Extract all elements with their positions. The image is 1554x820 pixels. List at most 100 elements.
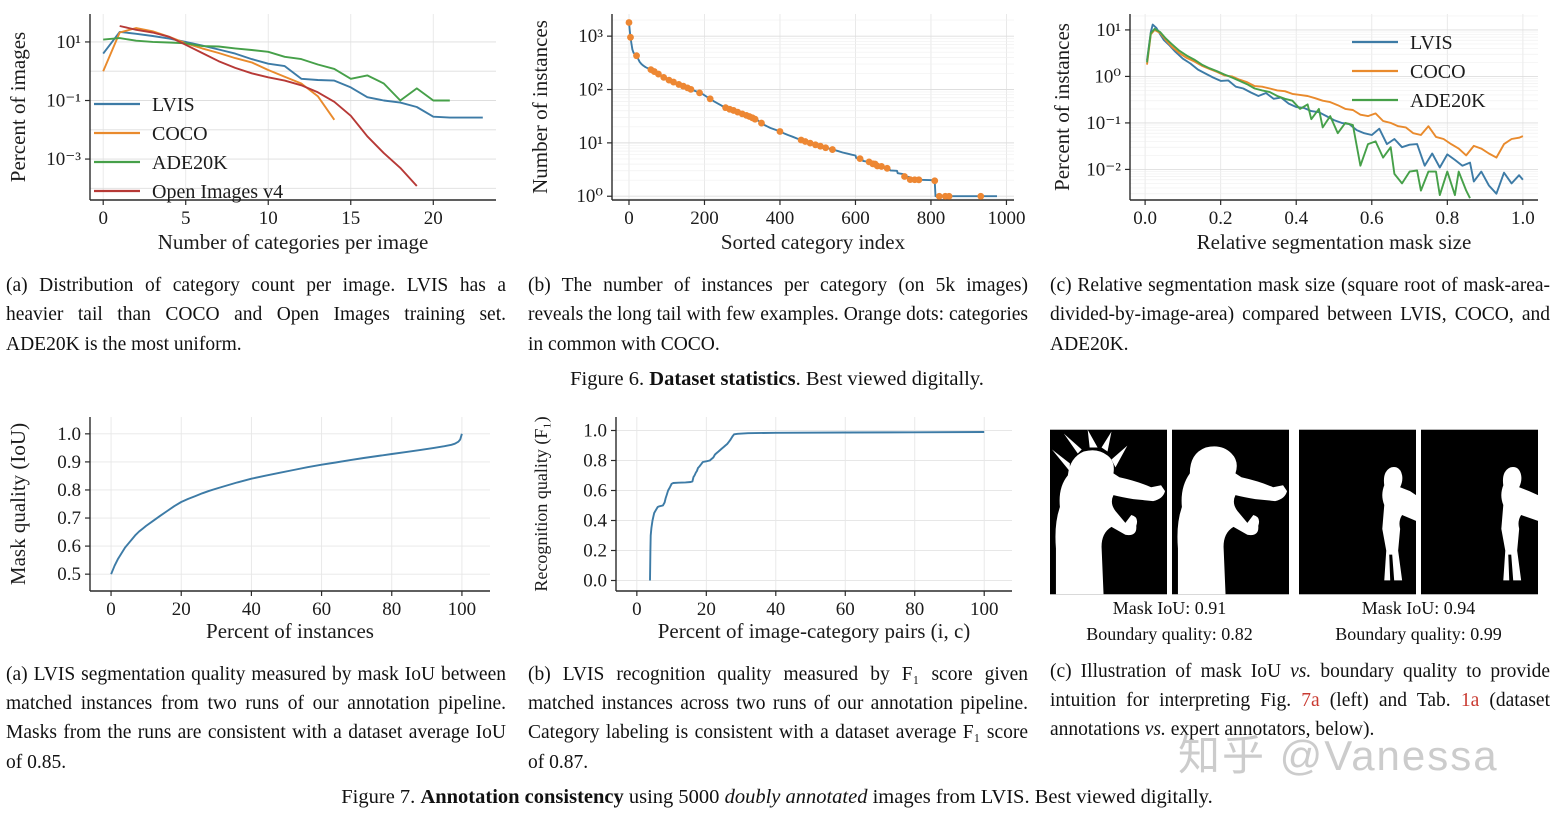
figure6-row: 0 5 10 15 20 10¹ 10⁻¹ 10⁻³ Number of categories … <box>0 0 1554 359</box>
figure7-panel-a: 0 20 40 60 80 100 0.5 0.6 0.7 0.8 0.9 1.0 Percent of… <box>6 405 506 777</box>
svg-text:10: 10 <box>259 208 278 229</box>
svg-text:5: 5 <box>181 208 191 229</box>
svg-text:100: 100 <box>448 599 477 620</box>
svg-text:1.0: 1.0 <box>57 424 81 445</box>
figure7-panel-b: 0 20 40 60 80 100 0.0 0.2 0.4 0.6 0.8 1.0 Percent of… <box>528 405 1028 777</box>
fig6c-line-chart: 0.0 0.2 0.4 0.6 0.8 1.0 10¹ 10⁰ 10⁻¹ 10⁻² Relative… <box>1050 14 1538 254</box>
svg-text:10¹: 10¹ <box>1096 20 1121 41</box>
mask-pair-1-iou-label: Mask IoU: 0.91 <box>1112 597 1227 618</box>
mask-comparison-panel: Mask IoU: 0.91 Boundary quality: 0.82 <box>1050 429 1550 647</box>
svg-text:40: 40 <box>766 599 785 620</box>
fig6a-line-chart: 0 5 10 15 20 10¹ 10⁻¹ 10⁻³ Number of categories … <box>6 14 496 254</box>
svg-text:Number of categories per image: Number of categories per image <box>158 230 429 254</box>
svg-text:Percent of images: Percent of images <box>6 32 30 182</box>
svg-text:0: 0 <box>624 208 634 229</box>
svg-text:0.8: 0.8 <box>1435 208 1459 229</box>
svg-text:0.5: 0.5 <box>57 564 81 585</box>
svg-text:10⁻¹: 10⁻¹ <box>1086 113 1121 134</box>
svg-text:Sorted category index: Sorted category index <box>721 230 906 254</box>
figure7-row: 0 20 40 60 80 100 0.5 0.6 0.7 0.8 0.9 1.0 Percent of… <box>0 391 1554 777</box>
svg-text:0.9: 0.9 <box>57 452 81 473</box>
svg-text:600: 600 <box>841 208 870 229</box>
mask-silhouette-2-run1 <box>1299 429 1416 595</box>
svg-text:200: 200 <box>690 208 719 229</box>
svg-text:80: 80 <box>905 599 924 620</box>
watermark: 知乎 @Vanessa <box>1178 732 1499 779</box>
svg-text:20: 20 <box>172 599 191 620</box>
svg-text:Recognition quality (F₁): Recognition quality (F₁) <box>531 416 552 591</box>
svg-text:60: 60 <box>312 599 331 620</box>
svg-text:ADE20K: ADE20K <box>152 152 228 174</box>
svg-text:0.0: 0.0 <box>1133 208 1157 229</box>
figure6-main-caption: Figure 6. Dataset statistics. Best viewe… <box>570 367 984 390</box>
svg-text:10¹: 10¹ <box>578 133 603 154</box>
svg-text:0.2: 0.2 <box>583 540 607 561</box>
svg-text:10²: 10² <box>578 80 603 101</box>
figure6-panel-b: 0 200 400 600 800 1000 10⁰ 10¹ 10² 10³ Sorted cate… <box>528 6 1028 359</box>
svg-text:COCO: COCO <box>1410 61 1466 83</box>
svg-text:40: 40 <box>242 599 261 620</box>
svg-text:0.6: 0.6 <box>583 480 607 501</box>
svg-text:LVIS: LVIS <box>1410 32 1453 54</box>
svg-text:20: 20 <box>424 208 443 229</box>
svg-text:0: 0 <box>106 599 116 620</box>
fig7a-caption: (a) LVIS segmentation quality measured b… <box>6 663 506 773</box>
svg-text:COCO: COCO <box>152 123 208 145</box>
svg-text:1000: 1000 <box>987 208 1025 229</box>
svg-text:Mask quality (IoU): Mask quality (IoU) <box>6 423 30 585</box>
svg-text:800: 800 <box>917 208 946 229</box>
svg-text:15: 15 <box>341 208 360 229</box>
svg-text:Number of instances: Number of instances <box>528 20 552 194</box>
mask-pair-2-iou-label: Mask IoU: 0.94 <box>1361 597 1476 618</box>
fig7b-line-chart: 0 20 40 60 80 100 0.0 0.2 0.4 0.6 0.8 1.0 Percent of… <box>531 416 1012 643</box>
figure6-panel-c: 0.0 0.2 0.4 0.6 0.8 1.0 10¹ 10⁰ 10⁻¹ 10⁻² Relative… <box>1050 6 1550 359</box>
figure7-panel-c: Mask IoU: 0.91 Boundary quality: 0.82 <box>1050 405 1550 777</box>
fig7c-caption: (c) Illustration of mask IoU vs. boundar… <box>1050 660 1551 741</box>
svg-text:400: 400 <box>766 208 795 229</box>
svg-text:0.8: 0.8 <box>583 450 607 471</box>
svg-text:0.4: 0.4 <box>1284 208 1308 229</box>
mask-silhouette-1-run1 <box>1050 429 1167 595</box>
svg-text:0: 0 <box>632 599 642 620</box>
fig6b-caption: (b) The number of instances per category… <box>528 275 1028 355</box>
mask-pair-1: Mask IoU: 0.91 Boundary quality: 0.82 <box>1050 429 1289 647</box>
svg-text:LVIS: LVIS <box>152 94 195 116</box>
fig7b-caption: (b) LVIS recognition quality measured by… <box>528 663 1028 773</box>
svg-text:10⁻²: 10⁻² <box>1086 159 1121 180</box>
svg-text:0.8: 0.8 <box>57 480 81 501</box>
svg-text:Relative segmentation mask siz: Relative segmentation mask size <box>1197 230 1472 254</box>
fig7a-reference-link: 7a <box>1301 690 1320 712</box>
svg-text:0.2: 0.2 <box>1209 208 1233 229</box>
figure6-panel-a: 0 5 10 15 20 10¹ 10⁻¹ 10⁻³ Number of categories … <box>6 6 506 359</box>
mask-pair-2-boundary-label: Boundary quality: 0.99 <box>1335 623 1502 644</box>
svg-text:Open Images v4: Open Images v4 <box>152 181 283 203</box>
svg-text:0.7: 0.7 <box>57 508 81 529</box>
mask-pair-1-boundary-label: Boundary quality: 0.82 <box>1086 623 1253 644</box>
svg-text:0.0: 0.0 <box>583 570 607 591</box>
svg-text:ADE20K: ADE20K <box>1410 90 1486 112</box>
svg-text:10⁰: 10⁰ <box>1094 66 1121 87</box>
svg-text:Percent of image-category pair: Percent of image-category pairs (i, c) <box>658 619 971 643</box>
svg-text:20: 20 <box>697 599 716 620</box>
fig7a-line-chart: 0 20 40 60 80 100 0.5 0.6 0.7 0.8 0.9 1.0 Percent of… <box>6 416 490 643</box>
fig6c-caption: (c) Relative segmentation mask size (squ… <box>1050 275 1550 355</box>
fig6a-caption: (a) Distribution of category count per i… <box>6 275 506 355</box>
svg-text:Percent of instances: Percent of instances <box>206 619 374 643</box>
svg-text:10⁰: 10⁰ <box>576 186 603 207</box>
svg-text:Percent of instances: Percent of instances <box>1050 23 1074 191</box>
svg-text:60: 60 <box>836 599 855 620</box>
svg-text:1.0: 1.0 <box>583 420 607 441</box>
tab1a-reference-link: 1a <box>1460 690 1480 712</box>
svg-text:10⁻¹: 10⁻¹ <box>46 91 81 112</box>
svg-text:100: 100 <box>970 599 999 620</box>
svg-text:0.6: 0.6 <box>1360 208 1384 229</box>
svg-text:10⁻³: 10⁻³ <box>46 149 81 170</box>
svg-text:80: 80 <box>382 599 401 620</box>
svg-text:10¹: 10¹ <box>56 32 81 53</box>
svg-text:0.6: 0.6 <box>57 536 81 557</box>
figure7-main-caption: Figure 7. Annotation consistency using 5… <box>341 785 1213 808</box>
mask-silhouette-2-run2 <box>1421 429 1538 595</box>
mask-silhouette-1-run2 <box>1172 429 1289 595</box>
svg-text:10³: 10³ <box>578 26 603 47</box>
